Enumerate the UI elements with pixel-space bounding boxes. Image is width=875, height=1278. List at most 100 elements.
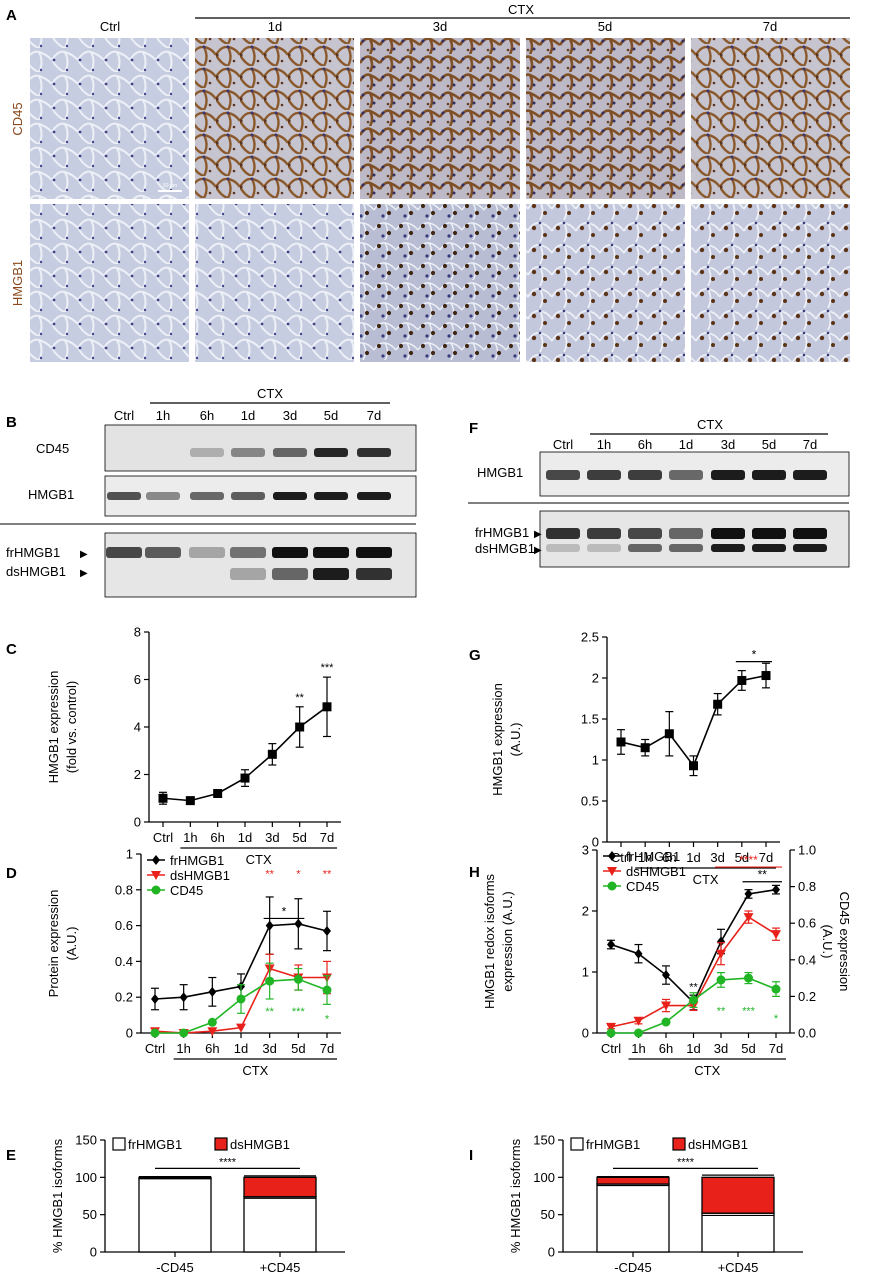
blot-label-hmgb1: HMGB1 (28, 487, 74, 502)
panel-letter-i: I (469, 1147, 473, 1164)
y-label2-g: (A.U.) (508, 723, 523, 757)
sig-star-c-0: ** (295, 692, 304, 704)
point-h-dshmgb1-1 (633, 1016, 644, 1026)
band-fr-3 (230, 547, 266, 558)
x-tick-label-d-6h: 6h (205, 1041, 219, 1056)
x-tick-label-c-5d: 5d (292, 830, 306, 845)
point-d-cd45-5 (293, 974, 303, 984)
micrograph-cd45-ctrl (30, 38, 189, 199)
x-tick-label-c-7d: 7d (320, 830, 334, 845)
x-tick-label-h-7d: 7d (769, 1041, 783, 1056)
chart-g: G 0 0.5 1 1.5 2 2.5 HMGB1 expression (A.U.) Ctrl 1… (469, 630, 780, 887)
y2-tick-label-h-0-8: 0.8 (798, 879, 816, 894)
point-h-dshmgb1-2 (661, 1001, 671, 1011)
chart-d: D 0 0.2 0.4 0.6 0.8 1 Protein expression (A.U.) C… (6, 847, 341, 1078)
panel-letter-c: C (6, 641, 17, 658)
legend-label-e-frhmgb1: frHMGB1 (128, 1137, 182, 1152)
ctx-label-c: CTX (246, 852, 272, 867)
lane-label-f-ctrl: Ctrl (553, 437, 573, 452)
lane-label-f-7d: 7d (803, 437, 817, 452)
panel-f-ctx-label: CTX (697, 417, 723, 432)
band-hmgb1-1 (146, 492, 180, 500)
micrograph-hmgb1-5d (526, 204, 685, 362)
y-label2-h: expression (A.U.) (500, 891, 515, 991)
x-tick-label-g-1h: 1h (638, 850, 652, 865)
panel-letter-a: A (6, 7, 17, 24)
sig-bracket-label-d-0: * (282, 904, 287, 918)
sig-star-d-3: ** (265, 1006, 274, 1018)
band-hmgb1-3 (231, 492, 265, 500)
sig-star-d-1: * (296, 868, 301, 880)
y-tick-label-h-2: 2 (582, 904, 589, 919)
sig-star-d-4: *** (292, 1006, 306, 1018)
band-ds-6 (356, 568, 392, 580)
point-g-series-6 (761, 671, 771, 681)
panel-f: F CTX Ctrl 1h 6h 1d 3d 5d 7d HMGB1 frHMGB1 ▶ d… (468, 417, 850, 568)
micrograph-hmgb1-1d (195, 204, 354, 362)
point-h-cd45-0 (606, 1028, 616, 1038)
point-g-series-2 (664, 729, 674, 739)
sig-star-c-1: *** (321, 662, 335, 674)
band-ds-5 (313, 568, 349, 580)
y-tick-label-d-0-6: 0.6 (115, 918, 133, 933)
point-c-series-3 (240, 773, 250, 783)
band-fr-0 (106, 547, 142, 558)
y-tick-label-i-150: 150 (533, 1133, 555, 1148)
lane-label-b-ctrl: Ctrl (114, 408, 134, 423)
x-tick-label-c-1h: 1h (183, 830, 197, 845)
band-fr-2 (189, 547, 225, 558)
sig-bracket-label-h-1: ** (758, 868, 768, 882)
x-tick-label-g-5d: 5d (735, 850, 749, 865)
point-h-frhmgb1-1 (634, 948, 643, 959)
y2-tick-label-h-0-2: 0.2 (798, 989, 816, 1004)
x-tick-label-g-ctrl: Ctrl (611, 850, 631, 865)
point-h-frhmgb1-5 (744, 888, 753, 899)
point-d-frhmgb1-2 (208, 986, 217, 997)
band-hmgb1-f-1 (587, 470, 621, 480)
y-tick-label-d-0: 0 (126, 1026, 133, 1041)
y-tick-label-h-1: 1 (582, 965, 589, 980)
legend-label-d-frhmgb1: frHMGB1 (170, 853, 224, 868)
point-d-cd45-3 (236, 994, 246, 1004)
sig-bracket-label-i: **** (677, 1156, 695, 1168)
x-tick-label-c-ctrl: Ctrl (153, 830, 173, 845)
point-d-frhmgb1-4 (265, 920, 274, 931)
legend-label-h-cd45: CD45 (626, 879, 659, 894)
point-h-dshmgb1-4 (716, 949, 726, 959)
sig-star-d-5: * (325, 1013, 330, 1025)
band-fr-f-1 (587, 528, 621, 539)
point-c-series-6 (322, 702, 332, 712)
band-cd45-5 (314, 448, 348, 457)
y-label-d: Protein expression (46, 890, 61, 998)
sig-star-h-0: ** (689, 981, 698, 993)
point-h-cd45-1 (634, 1028, 643, 1038)
x-tick-label-g-6h: 6h (662, 850, 676, 865)
y-tick-label-e-0: 0 (90, 1245, 97, 1260)
y-tick-label-h-0: 0 (582, 1026, 589, 1041)
x-tick-label-d-3d: 3d (262, 1041, 276, 1056)
point-d-frhmgb1-1 (179, 992, 188, 1003)
y-tick-label-d-1: 1 (126, 847, 133, 862)
band-hmgb1-4 (273, 492, 307, 500)
y-label2-c: (fold vs. control) (64, 681, 79, 773)
point-d-cd45-0 (150, 1028, 160, 1038)
lane-label-b-7d: 7d (367, 408, 381, 423)
x-tick-label-h-5d: 5d (741, 1041, 755, 1056)
lane-label-b-6h: 6h (200, 408, 214, 423)
band-ds-f-5 (752, 544, 786, 552)
point-d-cd45-6 (322, 985, 332, 995)
chart-h: H 0 1 2 3 0.0 0.2 0.4 0.6 0.8 1.0 CD45 expression(A… (469, 843, 852, 1079)
col-label-7d: 7d (763, 19, 777, 34)
x-tick-label-d-1h: 1h (176, 1041, 190, 1056)
band-fr-f-3 (669, 528, 703, 539)
legend-marker-h-cd45 (607, 881, 617, 891)
point-h-cd45-5 (744, 973, 753, 983)
point-g-series-0 (616, 737, 626, 747)
point-g-series-1 (640, 743, 650, 753)
band-hmgb1-f-3 (669, 470, 703, 480)
panel-letter-h: H (469, 864, 480, 881)
legend-marker-d-cd45 (151, 885, 161, 895)
iso-arrow-ds-f: ▶ (534, 545, 542, 556)
col-label-1d: 1d (268, 19, 282, 34)
y-label-c: HMGB1 expression (46, 671, 61, 784)
